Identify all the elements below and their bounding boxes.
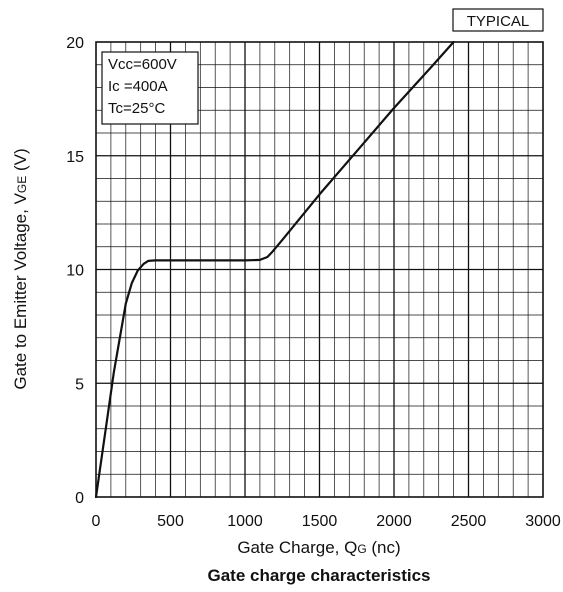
x-tick-label: 0 <box>92 513 101 530</box>
condition-ic: Ic =400A <box>108 78 168 95</box>
series-line-vge <box>94 40 455 499</box>
condition-tc: Tc=25°C <box>108 100 165 117</box>
y-tick-label: 10 <box>66 263 84 280</box>
x-axis-label: Gate Charge, QG (nc) <box>237 538 400 557</box>
x-tick-label: 2000 <box>376 513 412 530</box>
y-tick-label: 0 <box>75 490 84 507</box>
y-tick-label: 15 <box>66 149 84 166</box>
plot-frame <box>95 41 544 498</box>
chart-title: Gate charge characteristics <box>207 566 430 585</box>
x-tick-label: 3000 <box>525 513 561 530</box>
y-tick-label: 5 <box>75 376 84 393</box>
typical-badge-box <box>452 8 544 32</box>
typical-badge: TYPICAL <box>467 13 530 30</box>
y-tick-label: 20 <box>66 35 84 52</box>
x-tick-label: 500 <box>157 513 184 530</box>
condition-vcc: Vcc=600V <box>108 56 177 73</box>
x-tick-label: 1500 <box>302 513 338 530</box>
x-tick-labels: 0 500 1000 1500 2000 2500 3000 <box>92 513 561 530</box>
conditions-box <box>101 51 199 125</box>
y-axis-label: Gate to Emitter Voltage, VGE (V) <box>11 148 30 389</box>
y-tick-labels: 0 5 10 15 20 <box>66 35 84 507</box>
x-tick-label: 2500 <box>451 513 487 530</box>
x-tick-label: 1000 <box>227 513 263 530</box>
